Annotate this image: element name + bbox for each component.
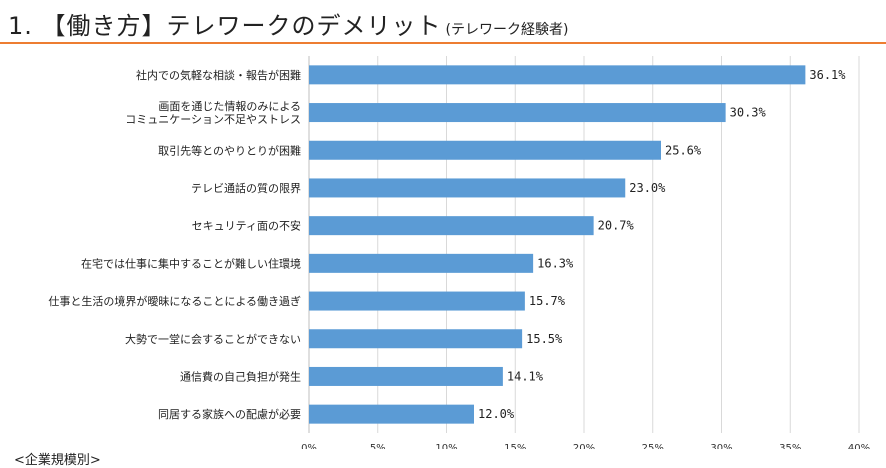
bar [309,103,726,123]
category-label: 取引先等とのやりとりが困難 [158,143,301,157]
data-label: 15.5% [526,332,563,346]
x-tick-label: 15% [504,443,526,449]
data-label: 30.3% [730,106,767,120]
category-label: コミュニケーション不足やストレス [125,113,301,126]
x-tick-label: 35% [779,443,801,449]
header: 1. 【働き方】テレワークのデメリット (テレワーク経験者) [0,0,886,44]
data-label: 36.1% [809,68,846,82]
x-tick-label: 20% [573,443,595,449]
bar [309,366,503,386]
category-label: 大勢で一堂に会することができない [125,332,301,346]
category-label: 仕事と生活の境界が曖昧になることによる働き過ぎ [48,294,301,308]
data-label: 20.7% [598,219,635,233]
data-label: 12.0% [478,407,515,421]
bar [309,291,525,311]
page-subtitle: (テレワーク経験者) [445,22,569,38]
x-tick-label: 40% [848,443,870,449]
category-label: 在宅では仕事に集中することが難しい住環境 [81,256,301,270]
data-label: 23.0% [629,181,666,195]
bar [309,253,534,273]
category-label: セキュリティ面の不安 [192,219,301,233]
bar [309,140,661,160]
x-tick-label: 25% [642,443,664,449]
data-label: 16.3% [537,256,574,270]
bar [309,329,523,349]
x-tick-label: 10% [435,443,457,449]
category-label: 同居する家族への配慮が必要 [158,407,301,421]
category-label: 通信費の自己負担が発生 [180,369,301,383]
title-underline [0,42,886,44]
category-label: 画面を通じた情報のみによる [158,100,301,113]
bar [309,216,594,236]
page-title-text: 1. 【働き方】テレワークのデメリット [8,12,442,40]
data-label: 15.7% [529,294,566,308]
x-tick-label: 30% [710,443,732,449]
category-label: 社内での気軽な相談・報告が困難 [136,68,301,82]
page-title: 1. 【働き方】テレワークのデメリット (テレワーク経験者) [8,6,568,41]
bar [309,65,806,85]
x-tick-label: 0% [301,443,317,449]
bar [309,404,474,424]
data-label: 14.1% [507,369,544,383]
data-label: 25.6% [665,143,702,157]
bar [309,178,626,198]
x-tick-label: 5% [370,443,386,449]
bar-chart: 36.1% 社内での気軽な相談・報告が困難 30.3% 画面を通じた情報のみによるコミ… [48,56,870,449]
category-label: テレビ通話の質の限界 [191,181,301,195]
